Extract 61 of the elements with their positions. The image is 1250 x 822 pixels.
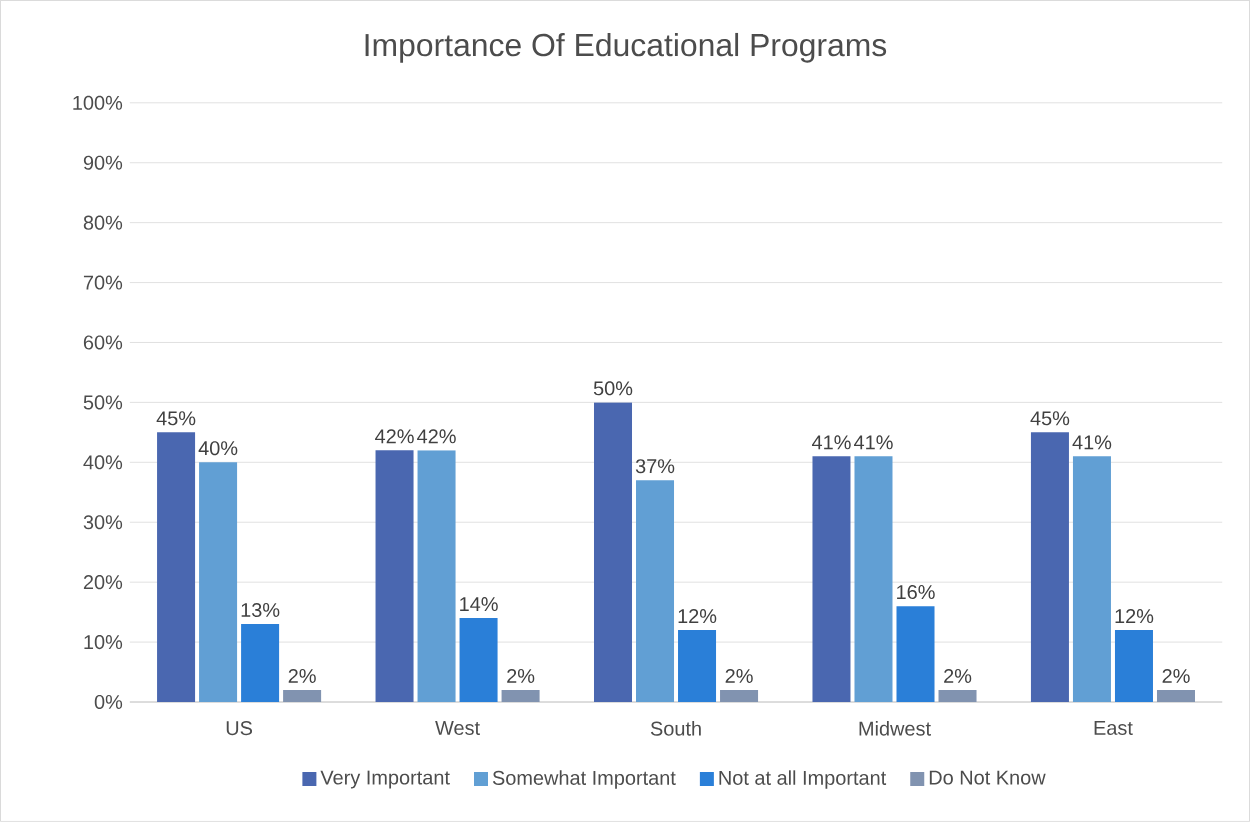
bar [678,630,717,703]
bar [283,690,322,703]
data-label: 2% [944,669,972,684]
bar [459,618,498,703]
data-label: 41% [1072,435,1112,450]
data-label: 12% [678,609,717,624]
y-tick-label: 80% [83,215,123,230]
data-label: 40% [198,441,238,456]
bar [501,690,540,703]
bar [1072,456,1111,703]
data-label: 13% [241,603,280,618]
bar [375,450,414,703]
bar [896,606,935,703]
bar [157,432,196,703]
bar [1156,690,1195,703]
legend-label: Somewhat Important [492,770,676,789]
y-tick-label: 60% [83,335,123,350]
bar [854,456,893,703]
bar [938,690,977,703]
data-label: 2% [725,669,753,684]
chart-title: Importance Of Educational Programs [365,33,887,63]
y-tick-label: 40% [83,455,123,470]
data-label: 37% [635,459,675,474]
bar [594,402,633,703]
y-tick-label: 70% [83,275,123,290]
x-tick-label: South [650,721,701,736]
bar [241,624,280,703]
legend-label: Very Important [320,770,450,789]
x-tick-label: West [435,721,480,736]
bar [812,456,851,703]
bar [417,450,456,703]
data-label: 50% [593,381,633,396]
x-tick-label: US [226,721,253,736]
x-tick-label: East [1094,721,1133,736]
bar [720,690,759,703]
x-tick-label: Midwest [859,721,931,736]
data-label: 14% [460,597,498,612]
data-label: 42% [375,429,414,444]
y-tick-label: 100% [73,95,123,110]
data-label: 2% [507,669,535,684]
data-label: 2% [1162,669,1190,684]
bar [1030,432,1069,703]
y-tick-label: 10% [84,635,123,650]
y-tick-label: 20% [83,575,123,590]
bar [636,480,675,703]
data-label: 2% [288,669,316,684]
data-label: 12% [1115,609,1154,624]
y-tick-label: 50% [83,395,123,410]
legend-label: Do Not Know [929,770,1046,785]
y-tick-label: 30% [83,515,123,530]
y-tick-label: 0% [94,695,123,710]
data-label: 45% [156,411,196,426]
data-label: 45% [1030,411,1070,426]
legend-label: Not at all Important [719,770,887,789]
bar [1114,630,1153,703]
y-tick-label: 90% [83,155,123,170]
data-label: 16% [897,585,935,600]
data-label: 41% [854,435,893,450]
data-label: 41% [812,435,851,450]
data-label: 42% [417,429,456,444]
bar [199,462,238,703]
